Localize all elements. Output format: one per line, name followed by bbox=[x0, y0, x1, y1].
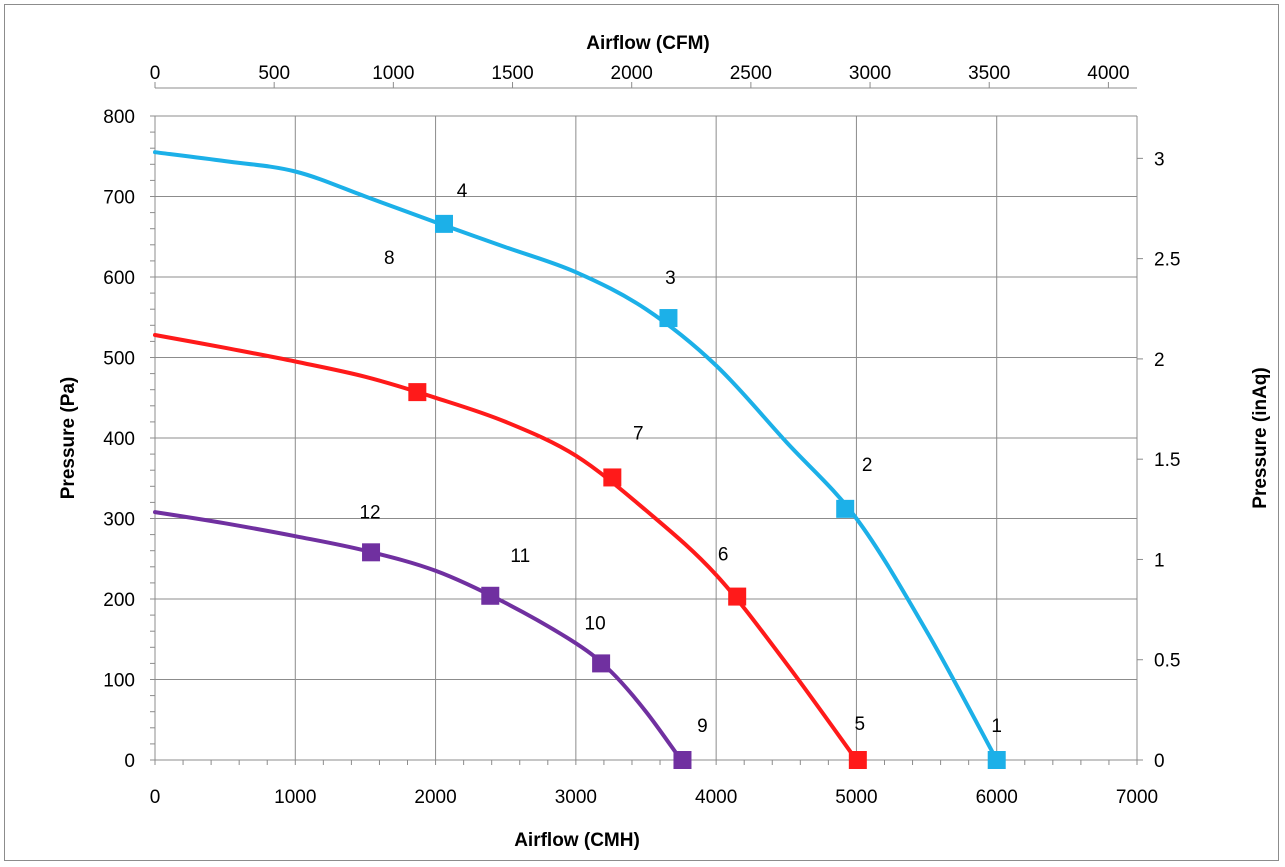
data-point-12 bbox=[362, 543, 381, 562]
data-point-9 bbox=[673, 751, 692, 769]
y2-tick-label: 0.5 bbox=[1154, 651, 1180, 672]
x-tick-label: 5000 bbox=[835, 787, 877, 808]
data-point-7 bbox=[603, 468, 622, 487]
x2-tick-label: 500 bbox=[258, 63, 290, 84]
y2-tick-label: 1.5 bbox=[1154, 450, 1180, 471]
data-label-10: 10 bbox=[585, 613, 606, 634]
series-layer bbox=[153, 150, 1006, 769]
x2-tick-label: 1000 bbox=[372, 63, 414, 84]
x-tick-label: 3000 bbox=[555, 787, 597, 808]
y-tick-label: 500 bbox=[103, 349, 135, 370]
x2-tick-label: 1500 bbox=[491, 63, 533, 84]
data-point-4 bbox=[434, 214, 453, 233]
y-tick-label: 0 bbox=[124, 751, 135, 772]
x-tick-label: 2000 bbox=[414, 787, 456, 808]
chart-frame bbox=[4, 4, 1279, 861]
x2-tick-label: 2500 bbox=[730, 63, 772, 84]
x-tick-label: 7000 bbox=[1116, 787, 1158, 808]
y2-tick-label: 1 bbox=[1154, 550, 1165, 571]
data-label-8: 8 bbox=[384, 248, 395, 269]
y2-axis-title: Pressure (inAq) bbox=[1250, 367, 1271, 508]
series-line-1 bbox=[153, 333, 859, 762]
data-label-4: 4 bbox=[457, 181, 468, 202]
data-label-7: 7 bbox=[633, 423, 644, 444]
data-label-11: 11 bbox=[510, 546, 530, 567]
x-tick-label: 4000 bbox=[695, 787, 737, 808]
y-tick-label: 800 bbox=[103, 107, 135, 128]
y-tick-label: 100 bbox=[103, 671, 135, 692]
y2-tick-label: 3 bbox=[1154, 149, 1165, 170]
series-line-2 bbox=[153, 510, 684, 762]
data-point-6 bbox=[728, 587, 747, 606]
data-label-5: 5 bbox=[855, 714, 866, 735]
y2-tick-label: 0 bbox=[1154, 751, 1165, 772]
x2-axis-title: Airflow (CFM) bbox=[586, 33, 709, 54]
x-axis-title: Airflow (CMH) bbox=[514, 830, 640, 851]
x-tick-label: 1000 bbox=[274, 787, 316, 808]
data-label-6: 6 bbox=[718, 545, 729, 566]
y-tick-label: 400 bbox=[103, 429, 135, 450]
y-tick-label: 300 bbox=[103, 510, 135, 531]
data-point-1 bbox=[987, 751, 1006, 769]
data-point-11 bbox=[481, 586, 500, 605]
data-label-3: 3 bbox=[665, 268, 676, 289]
y2-tick-label: 2 bbox=[1154, 350, 1165, 371]
y-tick-label: 700 bbox=[103, 188, 135, 209]
x-tick-label: 6000 bbox=[976, 787, 1018, 808]
y-tick-label: 200 bbox=[103, 590, 135, 611]
y-axis-title: Pressure (Pa) bbox=[58, 377, 79, 500]
data-point-2 bbox=[836, 499, 855, 518]
x2-tick-label: 0 bbox=[150, 63, 161, 84]
x2-tick-label: 2000 bbox=[611, 63, 653, 84]
y-tick-label: 600 bbox=[103, 268, 135, 289]
x2-tick-label: 3500 bbox=[968, 63, 1010, 84]
data-point-5 bbox=[848, 751, 867, 769]
data-label-9: 9 bbox=[697, 716, 708, 737]
data-label-2: 2 bbox=[862, 455, 873, 476]
x2-tick-label: 3000 bbox=[849, 63, 891, 84]
series-line-0 bbox=[153, 150, 999, 762]
data-point-10 bbox=[592, 654, 611, 673]
data-label-1: 1 bbox=[991, 716, 1002, 737]
x2-tick-label: 4000 bbox=[1087, 63, 1129, 84]
data-point-8 bbox=[408, 383, 427, 402]
y2-tick-label: 2.5 bbox=[1154, 250, 1180, 271]
data-point-3 bbox=[659, 309, 678, 328]
grid-layer bbox=[154, 115, 1138, 761]
data-label-12: 12 bbox=[359, 502, 380, 523]
x-tick-label: 0 bbox=[150, 787, 161, 808]
